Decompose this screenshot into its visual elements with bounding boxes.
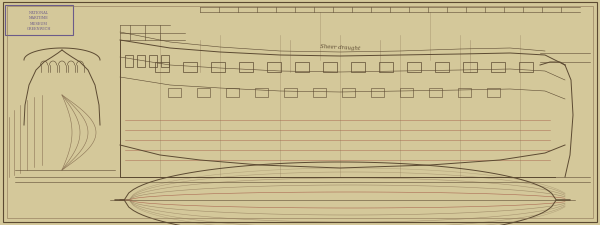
Text: Sheer draught: Sheer draught bbox=[320, 44, 360, 51]
Text: NATIONAL
MARITIME
MUSEUM
GREENWICH: NATIONAL MARITIME MUSEUM GREENWICH bbox=[27, 11, 51, 31]
